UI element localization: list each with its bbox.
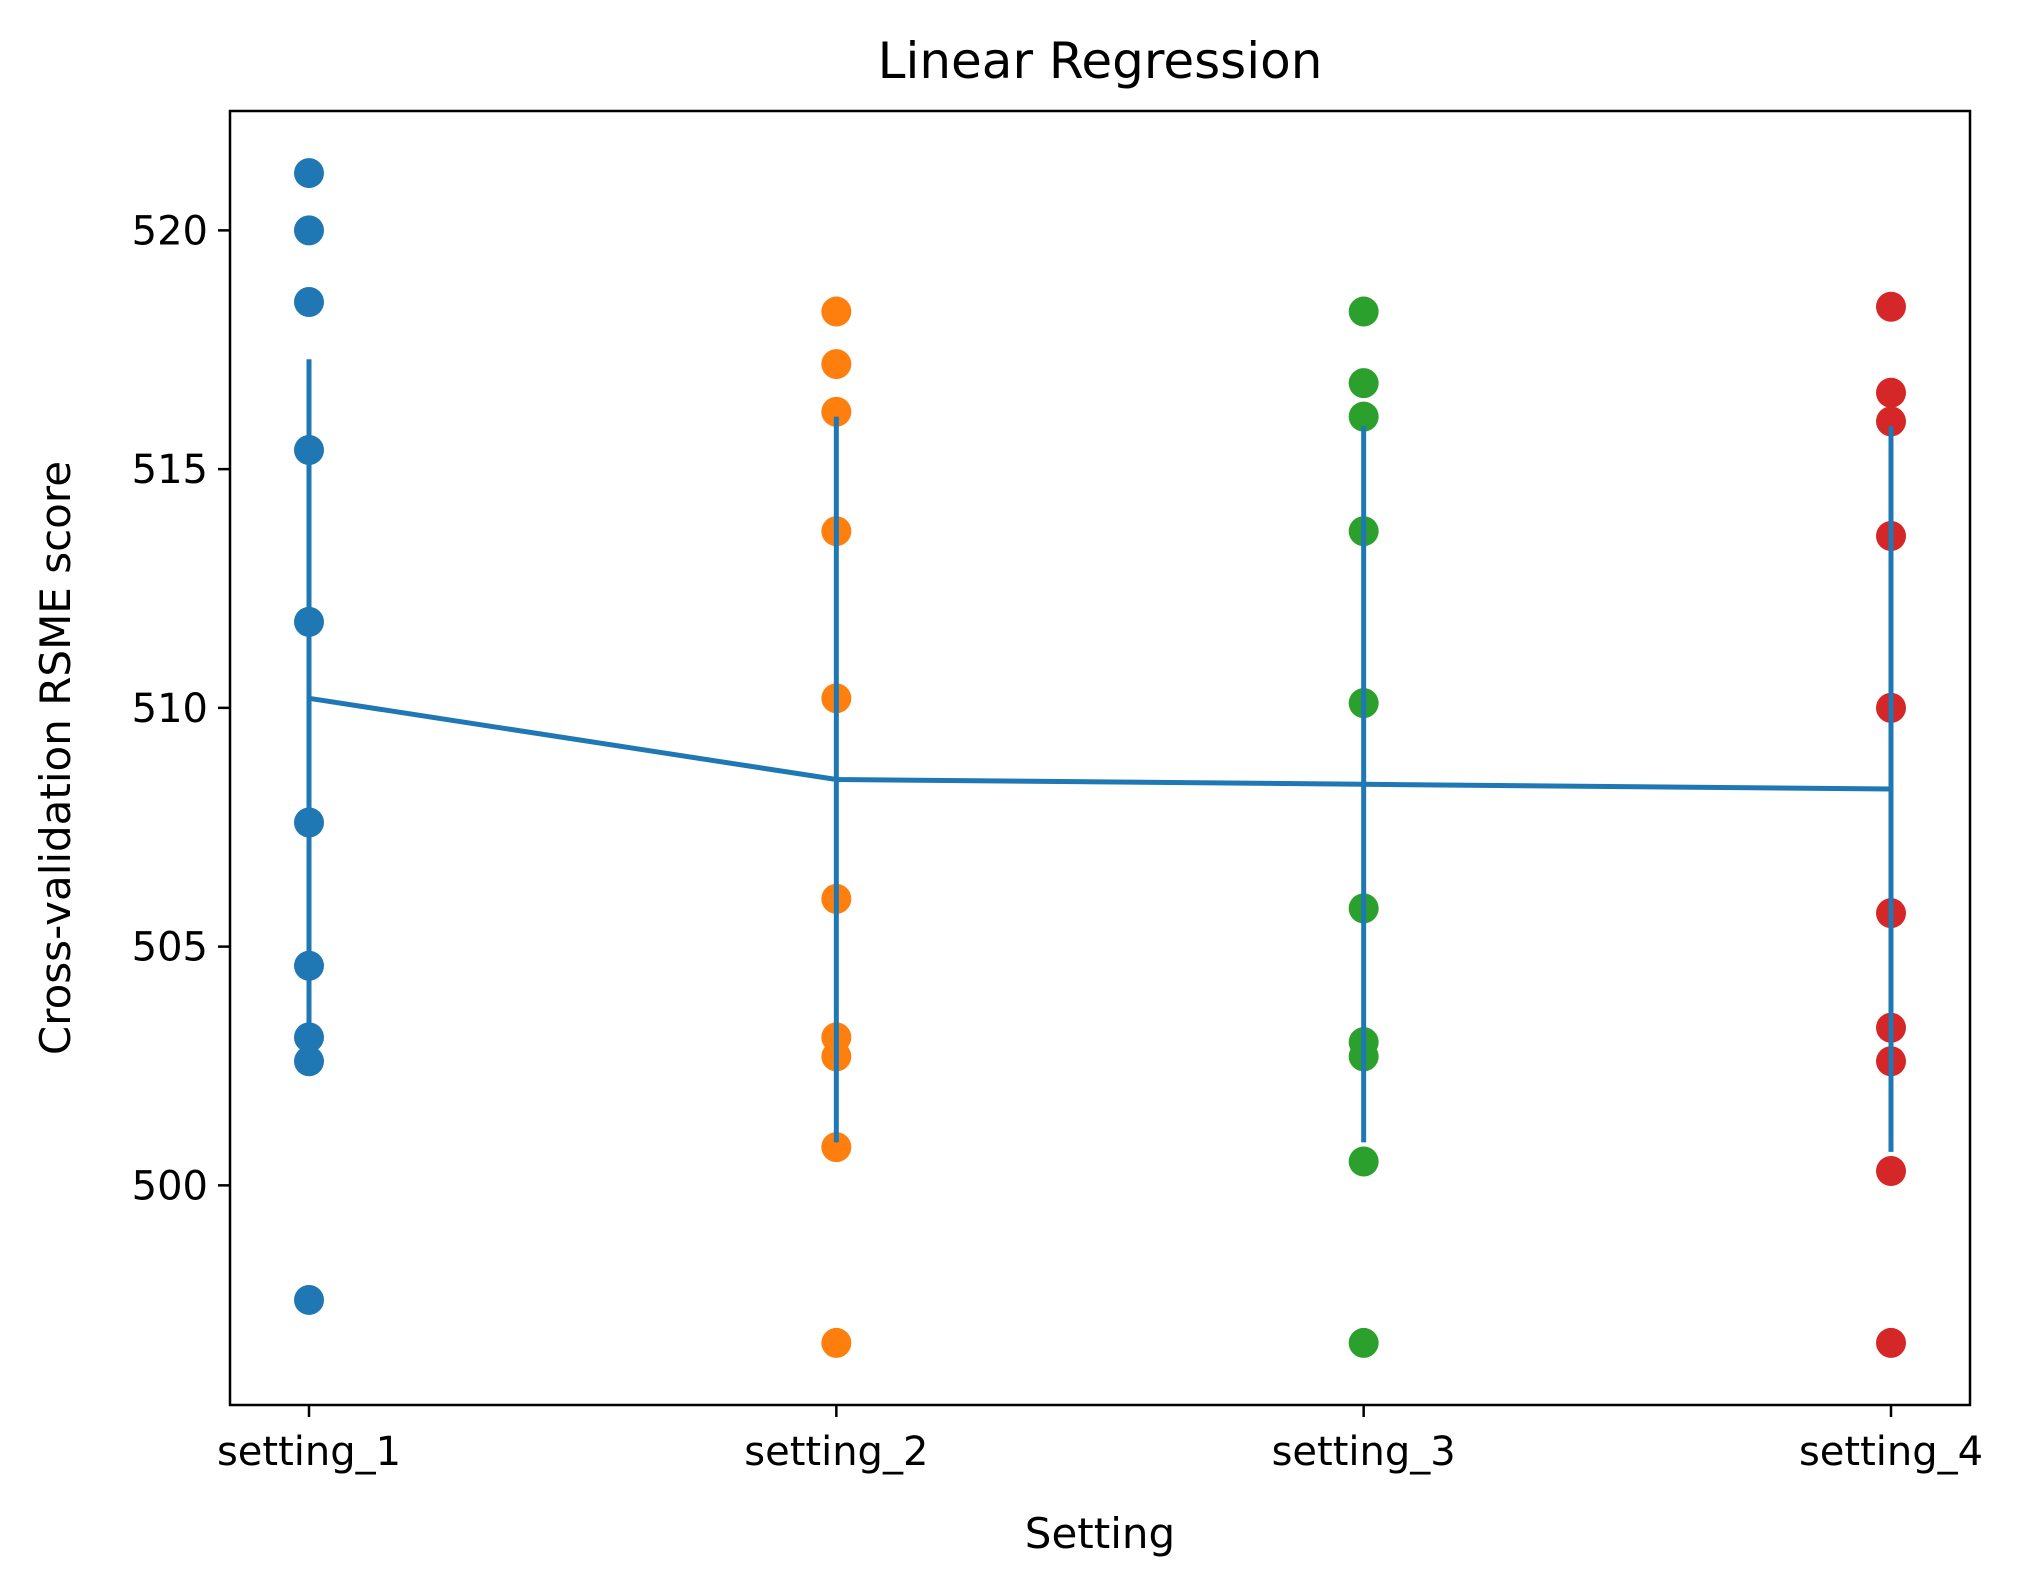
data-point-setting_3 [1348, 401, 1379, 432]
y-tick-label: 520 [132, 208, 208, 254]
data-point-setting_4 [1876, 291, 1906, 322]
plot-area [294, 158, 1906, 1358]
data-point-setting_3 [1348, 1146, 1379, 1177]
x-tick-label: setting_1 [217, 1429, 401, 1475]
y-axis-label: Cross-validation RSME score [31, 461, 80, 1055]
data-point-setting_1 [294, 215, 324, 246]
y-tick-label: 510 [132, 686, 208, 732]
data-point-setting_2 [821, 396, 852, 427]
mean-line [308, 695, 1892, 792]
data-point-setting_1 [294, 158, 324, 189]
x-tick-label: setting_3 [1272, 1429, 1456, 1475]
data-point-setting_2 [821, 296, 852, 327]
data-point-setting_2 [821, 1327, 852, 1358]
y-tick-label: 505 [132, 925, 208, 971]
data-point-setting_2 [821, 349, 852, 380]
data-point-setting_4 [1876, 1327, 1906, 1358]
x-tick-label: setting_2 [744, 1429, 928, 1475]
data-point-setting_4 [1876, 1156, 1906, 1187]
axes: 500 505 510 515 520 setting_1 setting_2 setting… [132, 208, 1983, 1475]
data-point-setting_3 [1348, 368, 1379, 399]
data-point-setting_3 [1348, 1327, 1379, 1358]
chart-title: Linear Regression [878, 32, 1323, 90]
data-point-setting_2 [821, 1132, 852, 1163]
x-axis-label: Setting [1025, 1509, 1175, 1558]
y-tick-label: 515 [132, 447, 208, 493]
y-tick-label: 500 [132, 1163, 208, 1209]
data-point-setting_4 [1876, 377, 1906, 408]
x-tick-label: setting_4 [1799, 1429, 1983, 1475]
data-point-setting_1 [294, 1046, 324, 1077]
data-point-setting_3 [1348, 296, 1379, 327]
data-point-setting_4 [1876, 406, 1906, 437]
data-point-setting_1 [294, 1284, 324, 1315]
plot-frame [228, 109, 1972, 1407]
data-point-setting_1 [294, 286, 324, 317]
